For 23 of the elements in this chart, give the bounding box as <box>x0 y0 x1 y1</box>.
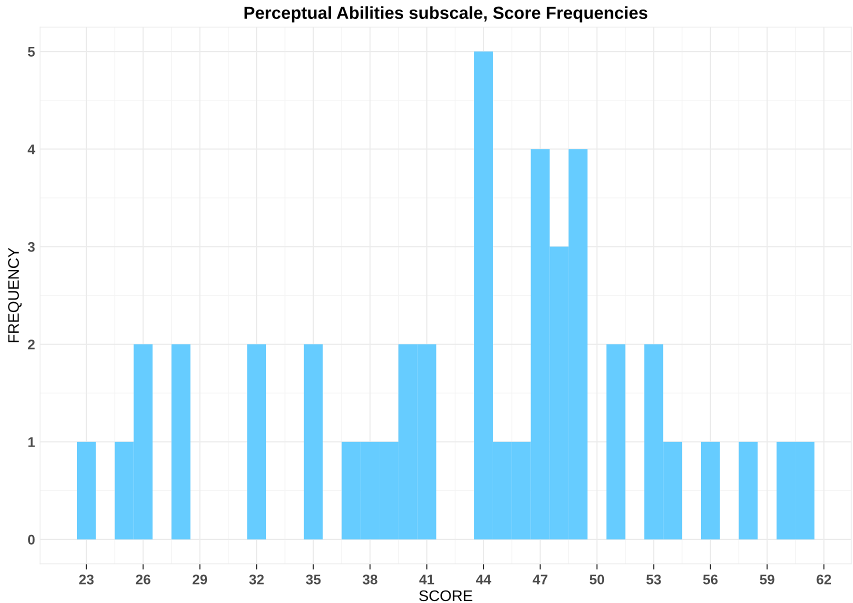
x-tick-label: 56 <box>703 574 718 584</box>
y-tick-label: 1 <box>28 437 35 447</box>
x-tick-label: 26 <box>136 574 150 584</box>
y-tick-label: 4 <box>28 144 36 154</box>
x-tick-label: 44 <box>476 574 492 584</box>
y-tick-label: 5 <box>28 47 35 57</box>
x-tick-label: 35 <box>306 574 321 584</box>
x-tick-label: 50 <box>590 574 604 584</box>
y-tick-label: 2 <box>28 340 35 350</box>
x-axis-title: SCORE <box>419 590 472 602</box>
x-tick-label: 53 <box>646 574 661 584</box>
y-tick-label: 3 <box>28 242 35 252</box>
x-tick-label: 41 <box>419 574 434 584</box>
x-tick-label: 38 <box>362 574 378 584</box>
x-tick-label: 23 <box>79 574 94 584</box>
y-axis-title: FREQUENCY <box>8 248 22 342</box>
x-tick-label: 29 <box>192 574 208 584</box>
x-tick-label: 47 <box>532 574 548 584</box>
x-tick-label: 62 <box>816 574 832 584</box>
x-tick-label: 59 <box>760 574 774 584</box>
y-tick-label: 0 <box>28 534 35 545</box>
x-tick-label: 32 <box>249 574 264 584</box>
chart-title: Perceptual Abilities subscale, Score Frequencies <box>244 6 648 22</box>
